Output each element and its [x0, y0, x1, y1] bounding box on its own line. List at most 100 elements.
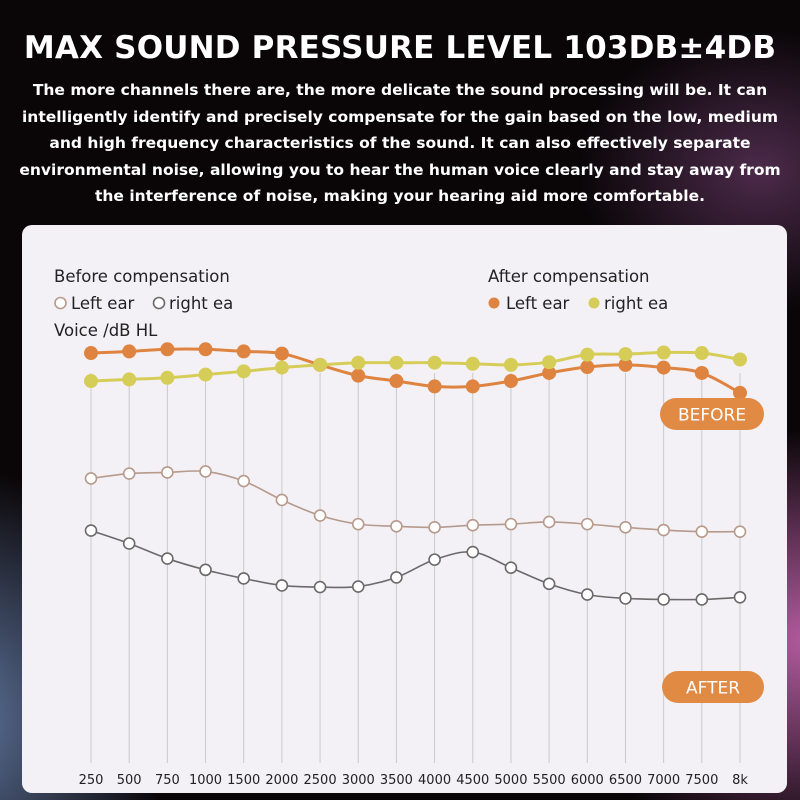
data-point-before-right-4500 [466, 545, 480, 559]
legend-title-before: Before compensation [54, 267, 230, 286]
data-point-before-right-500 [122, 537, 136, 550]
x-tick-label-7500: 7500 [685, 773, 718, 788]
data-point-after-left-7000 [656, 360, 671, 375]
x-axis-ticks: 250 500 750 1000 1500 2000 2500 3000 3500 4000 450… [79, 773, 749, 788]
data-point-after-left-250 [84, 346, 98, 361]
data-point-before-left-5500 [542, 515, 556, 529]
data-point-before-right-6500 [619, 592, 632, 605]
data-point-before-right-5500 [542, 577, 556, 591]
data-point-before-right-2500 [313, 580, 327, 594]
before-pill-text: BEFORE [678, 406, 746, 426]
series-before-right [84, 524, 747, 606]
series-line-after-left [90, 347, 741, 395]
data-point-before-right-4000 [428, 553, 441, 566]
hearing-compensation-chart: Before compensation Left ear right ea Af… [54, 267, 764, 788]
x-tick-label-1500: 1500 [227, 773, 260, 788]
data-point-after-left-4000 [427, 379, 442, 394]
data-point-after-right-250 [84, 374, 98, 389]
data-point-after-left-5000 [503, 374, 518, 389]
data-point-before-left-6000 [580, 517, 594, 531]
before-annotation: BEFORE [660, 398, 764, 430]
x-tick-label-750: 750 [155, 773, 180, 788]
series-after-right [84, 345, 747, 389]
data-point-before-right-3500 [390, 571, 403, 584]
x-tick-label-2500: 2500 [304, 773, 337, 788]
intro-paragraph: The more channels there are, the more de… [19, 81, 781, 205]
data-point-before-right-8k [733, 590, 747, 604]
data-point-after-left-6000 [580, 360, 595, 375]
after-pill [662, 671, 764, 703]
data-point-before-right-2000 [275, 579, 289, 592]
x-tick-label-4500: 4500 [456, 773, 489, 788]
data-point-after-left-3000 [351, 368, 366, 383]
data-point-after-right-1500 [236, 364, 251, 379]
data-point-before-right-3000 [351, 580, 365, 593]
data-point-after-right-3500 [389, 355, 404, 370]
x-tick-label-6000: 6000 [571, 773, 604, 788]
data-point-before-left-7000 [657, 523, 670, 537]
legend-label-after-left: Left ear [506, 294, 570, 313]
x-tick-label-1000: 1000 [189, 773, 222, 788]
x-tick-label-4000: 4000 [418, 773, 451, 788]
data-point-after-right-5500 [542, 355, 557, 370]
legend-marker-before-right [152, 296, 166, 310]
x-tick-label-7000: 7000 [647, 773, 680, 788]
legend-label-after-right: right ea [604, 294, 668, 313]
x-tick-label-5500: 5500 [533, 773, 566, 788]
data-point-before-right-7000 [657, 593, 670, 606]
data-point-before-left-1500 [237, 474, 251, 488]
data-point-after-left-5500 [542, 365, 557, 380]
data-point-before-left-4500 [466, 518, 480, 532]
data-point-after-right-1000 [198, 367, 213, 382]
x-tick-label-500: 500 [117, 773, 142, 788]
after-pill-text: AFTER [686, 679, 740, 699]
legend-label-before-right: right ea [169, 294, 233, 313]
data-point-after-left-8k [733, 385, 747, 400]
data-point-after-right-3000 [351, 355, 366, 370]
data-point-before-left-5000 [504, 517, 518, 531]
x-tick-label-3000: 3000 [342, 773, 375, 788]
data-point-after-right-6000 [580, 347, 595, 362]
data-point-before-left-750 [161, 466, 174, 479]
data-point-before-left-250 [84, 472, 98, 485]
data-point-before-right-1500 [237, 572, 251, 585]
x-tick-label-3500: 3500 [380, 773, 413, 788]
data-point-after-right-4000 [427, 355, 442, 370]
legend-label-before-left: Left ear [71, 294, 135, 313]
data-point-before-right-750 [161, 552, 174, 565]
grid-lines [90, 373, 741, 763]
data-point-before-right-250 [84, 524, 98, 537]
data-point-after-left-4500 [465, 379, 480, 394]
data-point-after-right-2500 [313, 357, 328, 372]
legend-marker-before-left [54, 296, 67, 310]
page-headline: MAX SOUND PRESSURE LEVEL 103DB±4DB [23, 30, 777, 66]
data-point-before-left-6500 [619, 521, 632, 534]
data-point-after-right-5000 [503, 357, 518, 372]
series-line-before-left [90, 470, 741, 533]
data-point-after-right-500 [122, 372, 137, 387]
data-point-before-right-7500 [695, 593, 709, 606]
data-point-before-left-500 [122, 467, 136, 480]
y-axis-label: Voice /dB HL [54, 321, 158, 340]
before-pill [660, 398, 764, 430]
legend-marker-after-left [488, 297, 500, 309]
data-point-before-right-1000 [199, 563, 212, 577]
data-point-before-left-4000 [428, 521, 441, 534]
data-point-before-left-8k [733, 525, 747, 538]
data-point-before-left-3500 [390, 519, 403, 533]
chart-card: Before compensation Left ear right ea Af… [22, 225, 787, 793]
data-point-before-left-1000 [199, 465, 212, 478]
data-point-after-right-6500 [618, 347, 633, 362]
data-point-before-left-2000 [275, 493, 289, 507]
series-line-before-right [90, 529, 741, 601]
data-point-after-left-500 [122, 344, 137, 359]
data-point-before-right-5000 [504, 561, 518, 575]
data-point-after-left-6500 [618, 357, 633, 372]
data-point-after-left-2000 [274, 346, 289, 361]
data-point-after-left-7500 [694, 365, 709, 380]
data-point-after-right-2000 [274, 360, 289, 375]
data-point-before-left-7500 [695, 525, 709, 538]
data-point-after-right-7500 [694, 346, 709, 361]
data-series [84, 342, 747, 606]
series-after-left [84, 342, 747, 400]
